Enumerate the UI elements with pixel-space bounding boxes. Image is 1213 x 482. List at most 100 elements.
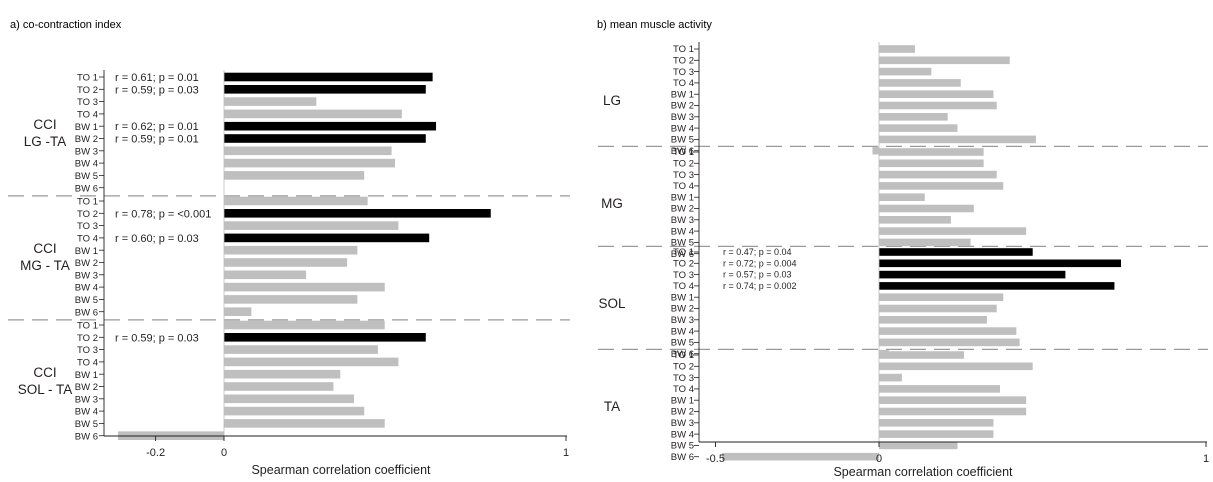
bar-sol-bw-4 xyxy=(879,327,1017,335)
category-tick-label: BW 1 xyxy=(75,122,98,133)
category-tick-label: BW 5 xyxy=(75,419,98,430)
bar-cci-sol-ta-to-1 xyxy=(224,320,385,330)
category-tick-label: BW 6 xyxy=(75,307,98,318)
category-tick-label: TO 4 xyxy=(77,358,98,369)
significance-annotation: r = 0.59; p = 0.03 xyxy=(115,332,199,344)
category-tick-label: BW 3 xyxy=(671,315,694,326)
bar-sol-bw-3 xyxy=(879,316,987,324)
bar-sol-bw-1 xyxy=(879,293,1004,301)
x-tick-label: 1 xyxy=(563,447,569,459)
significance-annotation: r = 0.47; p = 0.04 xyxy=(723,247,792,257)
bar-mg-bw-2 xyxy=(879,204,974,213)
significance-annotation: r = 0.74; p = 0.002 xyxy=(723,281,797,291)
bar-mg-to-4 xyxy=(879,182,1004,190)
category-tick-label: TO 3 xyxy=(77,345,98,356)
category-tick-label: BW 1 xyxy=(671,395,694,406)
category-tick-label: TO 4 xyxy=(673,281,694,292)
bar-cci-lg-ta-to-1 xyxy=(224,72,433,82)
bar-cci-sol-ta-bw-3 xyxy=(224,394,354,404)
category-tick-label: BW 2 xyxy=(671,101,694,112)
group-label: CCI xyxy=(33,365,56,380)
category-tick-label: TO 1 xyxy=(673,247,694,258)
bar-mg-to-3 xyxy=(879,170,997,179)
category-tick-label: BW 2 xyxy=(75,134,98,145)
category-tick-label: BW 4 xyxy=(75,159,98,170)
category-tick-label: BW 6 xyxy=(671,146,694,157)
bar-cci-sol-ta-bw-2 xyxy=(224,382,334,391)
category-tick-label: BW 5 xyxy=(75,295,98,306)
bar-ta-to-3 xyxy=(879,373,902,382)
category-tick-label: BW 1 xyxy=(75,246,98,257)
category-tick-label: BW 6 xyxy=(671,452,694,463)
bar-cci-sol-ta-to-4 xyxy=(224,357,399,367)
category-tick-label: TO 3 xyxy=(77,97,98,108)
bar-mg-to-2 xyxy=(879,159,984,168)
x-tick-label: -0.2 xyxy=(146,447,165,459)
panel-b-chart: TO 1TO 2TO 3TO 4BW 1BW 2BW 3BW 4BW 5BW 6… xyxy=(598,42,1209,479)
group-label: CCI xyxy=(33,241,56,256)
category-tick-label: BW 4 xyxy=(671,123,694,134)
category-tick-label: BW 4 xyxy=(75,283,98,294)
category-tick-label: BW 3 xyxy=(671,215,694,226)
category-tick-label: TO 1 xyxy=(77,73,98,84)
bar-lg-to-1 xyxy=(879,45,915,53)
category-tick-label: BW 6 xyxy=(671,249,694,260)
category-tick-label: BW 3 xyxy=(75,146,98,157)
category-tick-label: TO 4 xyxy=(673,181,694,192)
group-label: LG -TA xyxy=(24,134,67,149)
category-tick-label: BW 6 xyxy=(671,349,694,360)
category-tick-label: TO 4 xyxy=(673,384,694,395)
bar-lg-bw-2 xyxy=(879,101,997,110)
panel-b-title: b) mean muscle activity xyxy=(597,19,712,31)
category-tick-label: BW 2 xyxy=(671,304,694,315)
bar-cci-mg-ta-bw-5 xyxy=(224,295,358,304)
group-label: SOL xyxy=(598,296,626,311)
bar-sol-bw-5 xyxy=(879,338,1020,347)
category-tick-label: TO 2 xyxy=(673,362,694,373)
x-tick-label: 0 xyxy=(221,447,227,459)
bar-cci-mg-ta-to-3 xyxy=(224,221,399,230)
category-tick-label: TO 1 xyxy=(77,321,98,332)
bar-ta-to-2 xyxy=(879,362,1033,371)
bar-cci-lg-ta-to-3 xyxy=(224,97,317,106)
category-tick-label: TO 1 xyxy=(673,147,694,158)
category-tick-label: BW 4 xyxy=(671,226,694,237)
x-axis-label: Spearman correlation coefficient xyxy=(251,463,431,477)
category-tick-label: TO 3 xyxy=(77,221,98,232)
category-tick-label: BW 3 xyxy=(671,112,694,123)
category-tick-label: TO 2 xyxy=(673,56,694,67)
bar-lg-bw-4 xyxy=(879,124,958,132)
bar-sol-to-4 xyxy=(879,282,1115,290)
bar-cci-sol-ta-bw-4 xyxy=(224,406,365,416)
bar-mg-bw-3 xyxy=(879,216,951,224)
category-tick-label: BW 2 xyxy=(671,407,694,418)
category-tick-label: TO 3 xyxy=(673,170,694,181)
bar-ta-bw-6 xyxy=(722,452,879,461)
x-tick-label: -0.5 xyxy=(706,453,725,465)
category-tick-label: TO 3 xyxy=(673,67,694,78)
category-tick-label: BW 4 xyxy=(671,429,694,440)
category-tick-label: BW 5 xyxy=(671,338,694,349)
category-tick-label: BW 4 xyxy=(75,407,98,418)
bar-cci-lg-ta-bw-5 xyxy=(224,171,365,180)
category-tick-label: BW 1 xyxy=(671,89,694,100)
category-tick-label: BW 3 xyxy=(75,394,98,405)
category-tick-label: TO 2 xyxy=(77,209,98,220)
category-tick-label: TO 1 xyxy=(77,197,98,208)
category-tick-label: BW 4 xyxy=(671,326,694,337)
category-tick-label: TO 1 xyxy=(673,44,694,55)
bar-cci-lg-ta-to-2 xyxy=(224,85,426,94)
bar-cci-mg-ta-bw-6 xyxy=(224,307,252,316)
bar-ta-bw-3 xyxy=(879,419,994,427)
group-label: MG xyxy=(601,196,623,211)
significance-annotation: r = 0.78; p = <0.001 xyxy=(115,208,211,220)
group-label: TA xyxy=(604,399,620,414)
bar-cci-mg-ta-bw-1 xyxy=(224,245,358,255)
category-tick-label: TO 2 xyxy=(77,85,98,96)
category-tick-label: BW 1 xyxy=(75,370,98,381)
bar-mg-bw-1 xyxy=(879,193,925,201)
bar-mg-bw-4 xyxy=(879,227,1027,235)
bar-cci-lg-ta-bw-1 xyxy=(224,121,437,131)
category-tick-label: BW 6 xyxy=(75,431,98,442)
bar-ta-bw-5 xyxy=(879,441,958,450)
